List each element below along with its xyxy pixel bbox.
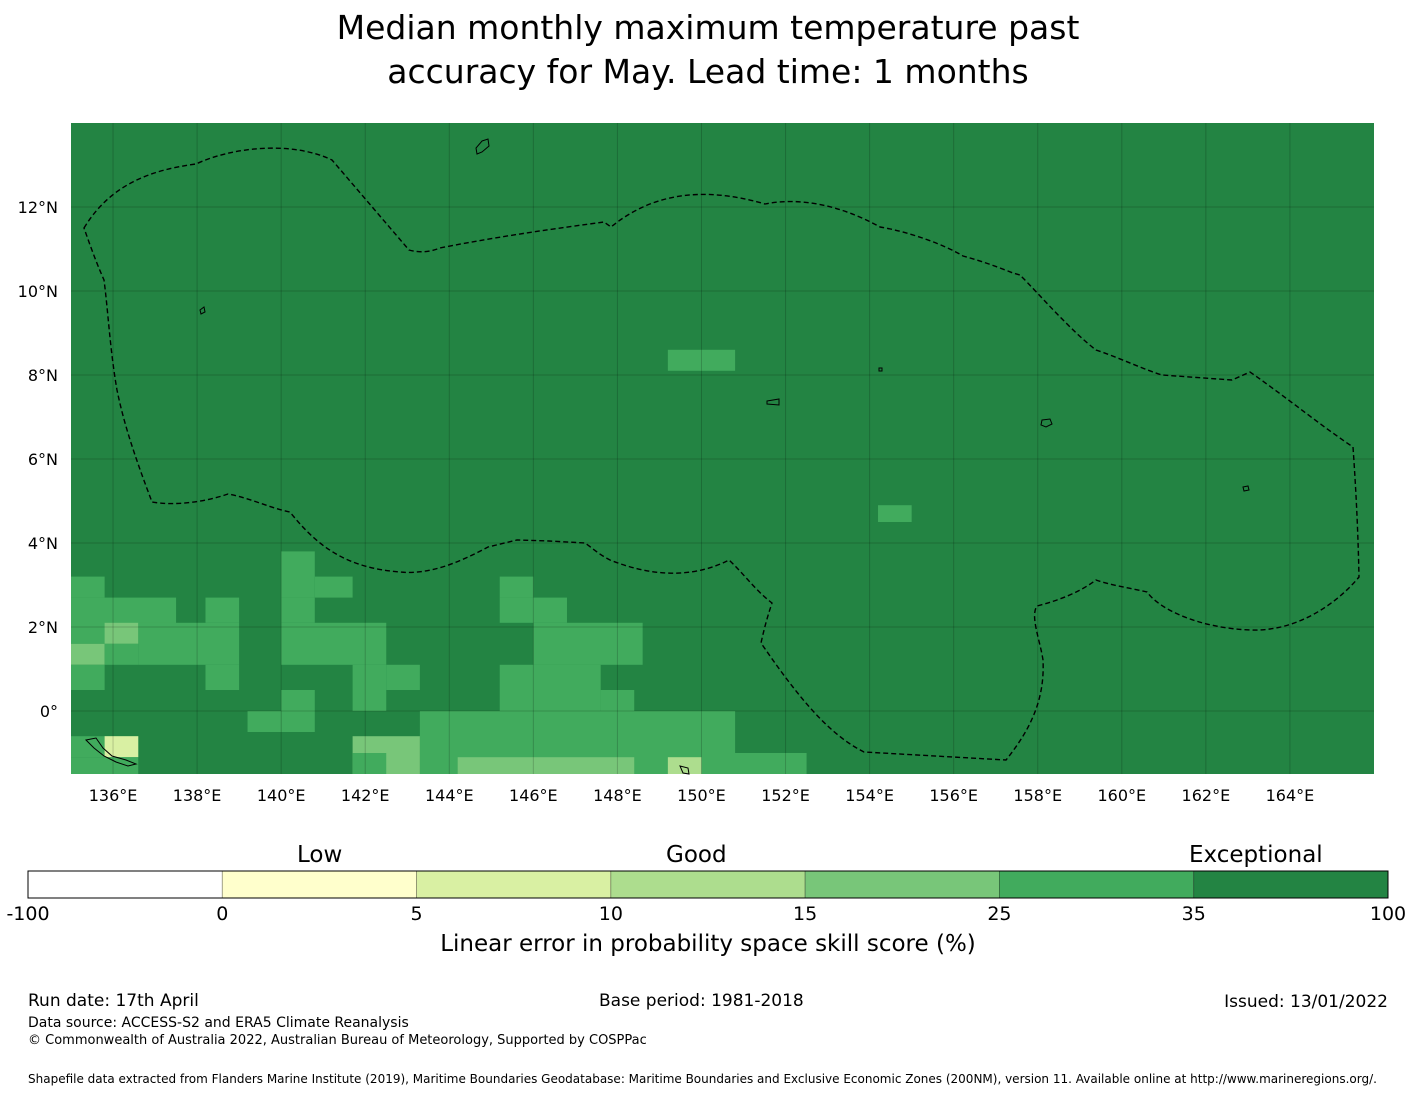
skill-cells xyxy=(71,349,912,774)
shapefile-credit: Shapefile data extracted from Flanders M… xyxy=(28,1072,1377,1086)
skill-cell xyxy=(499,576,534,598)
longitude-tick-label: 136°E xyxy=(89,786,138,805)
run-date: Run date: 17th April xyxy=(28,991,199,1011)
skill-cell xyxy=(667,757,702,774)
colorbar-ticks: -100 0 5 10 15 25 35 100 xyxy=(6,903,1406,925)
skill-cell xyxy=(104,736,139,758)
colorbar-tick-label: 10 xyxy=(599,903,623,925)
colorbar-bin xyxy=(804,870,1000,899)
longitude-labels: 136°E 138°E 140°E 142°E 144°E 146°E 148°E 150°E… xyxy=(89,786,1315,805)
latitude-tick-label: 0° xyxy=(40,702,58,721)
island-chuuk xyxy=(766,398,780,406)
latitude-tick-label: 4°N xyxy=(28,534,58,553)
island-palau xyxy=(84,737,138,767)
skill-cell xyxy=(314,576,353,598)
colorbar-bin xyxy=(27,870,223,899)
colorbar-frame xyxy=(27,870,1389,899)
skill-cell xyxy=(533,622,643,665)
latitude-labels: 12°N 10°N 8°N 6°N 4°N 2°N 0° xyxy=(18,198,58,721)
island-small-3 xyxy=(878,367,883,372)
skill-cell xyxy=(667,349,736,371)
skill-cell xyxy=(281,597,315,623)
latitude-tick-label: 6°N xyxy=(28,450,58,469)
data-source: Data source: ACCESS-S2 and ERA5 Climate … xyxy=(28,1015,409,1031)
skill-cell xyxy=(281,551,315,598)
colorbar-tick-label: 35 xyxy=(1182,903,1206,925)
map-background xyxy=(71,123,1374,774)
eez-boundary xyxy=(83,147,1360,761)
island-small-2 xyxy=(679,765,690,775)
skill-cell xyxy=(419,711,736,753)
skill-cell xyxy=(71,643,105,665)
legend-category-low: Low xyxy=(297,842,343,868)
island-kosrae xyxy=(1242,485,1250,492)
longitude-tick-label: 138°E xyxy=(173,786,222,805)
longitude-tick-label: 162°E xyxy=(1182,786,1231,805)
colorbar-bin xyxy=(416,870,612,899)
latitude-tick-label: 10°N xyxy=(18,282,58,301)
skill-cell xyxy=(71,757,139,774)
skill-cell xyxy=(499,597,567,623)
latitude-tick-label: 8°N xyxy=(28,366,58,385)
skill-cell xyxy=(281,622,387,665)
skill-cell xyxy=(205,597,240,623)
colorbar-tick-label: 5 xyxy=(411,903,423,925)
colorbar-label: Linear error in probability space skill … xyxy=(440,931,976,957)
colorbar xyxy=(27,870,1389,899)
island-small-1 xyxy=(199,306,206,315)
legend-category-good: Good xyxy=(666,842,727,868)
longitude-tick-label: 146°E xyxy=(509,786,558,805)
colorbar-tick-label: 15 xyxy=(793,903,817,925)
skill-cell xyxy=(138,622,240,665)
colorbar-tick-label: -100 xyxy=(6,903,49,925)
skill-cell xyxy=(352,753,387,774)
colorbar-bin xyxy=(610,870,806,899)
title-line-2: accuracy for May. Lead time: 1 months xyxy=(387,52,1029,91)
longitude-tick-label: 164°E xyxy=(1266,786,1315,805)
longitude-tick-label: 156°E xyxy=(929,786,978,805)
island-pohnpei xyxy=(1040,418,1053,428)
colorbar-bin xyxy=(221,870,417,899)
chart-title: Median monthly maximum temperature past … xyxy=(0,6,1416,94)
longitude-tick-label: 158°E xyxy=(1013,786,1062,805)
longitude-tick-label: 144°E xyxy=(425,786,474,805)
skill-cell xyxy=(247,711,282,732)
longitude-tick-label: 150°E xyxy=(677,786,726,805)
base-period: Base period: 1981-2018 xyxy=(599,991,804,1011)
longitude-tick-label: 140°E xyxy=(257,786,306,805)
latitude-tick-label: 12°N xyxy=(18,198,58,217)
copyright: © Commonwealth of Australia 2022, Austra… xyxy=(28,1033,647,1048)
issued-date: Issued: 13/01/2022 xyxy=(1224,992,1388,1012)
skill-cell xyxy=(281,690,315,732)
colorbar-tick-label: 0 xyxy=(216,903,228,925)
longitude-tick-label: 148°E xyxy=(593,786,642,805)
title-line-1: Median monthly maximum temperature past xyxy=(336,8,1080,47)
longitude-tick-label: 152°E xyxy=(761,786,810,805)
map-panel xyxy=(71,123,1374,775)
skill-cell xyxy=(386,664,420,690)
skill-cell xyxy=(352,664,387,711)
graticule xyxy=(71,123,1374,774)
colorbar-bin xyxy=(1193,870,1389,899)
colorbar-tick-label: 100 xyxy=(1370,903,1406,925)
longitude-tick-label: 142°E xyxy=(341,786,390,805)
skill-cell xyxy=(499,664,601,711)
skill-cell xyxy=(104,643,139,665)
colorbar-bin xyxy=(999,870,1195,899)
skill-cell xyxy=(457,757,635,774)
latitude-tick-label: 2°N xyxy=(28,618,58,637)
longitude-tick-label: 154°E xyxy=(845,786,894,805)
colorbar-tick-label: 25 xyxy=(987,903,1011,925)
longitude-tick-label: 160°E xyxy=(1097,786,1146,805)
skill-cell xyxy=(71,576,105,598)
island-guam xyxy=(475,138,490,155)
island-outlines xyxy=(84,138,1250,775)
skill-cell xyxy=(600,690,635,711)
skill-cell xyxy=(205,664,240,690)
legend-category-exceptional: Exceptional xyxy=(1189,842,1323,868)
skill-cell xyxy=(71,664,105,690)
skill-cell xyxy=(104,622,139,644)
skill-cell xyxy=(878,505,912,522)
